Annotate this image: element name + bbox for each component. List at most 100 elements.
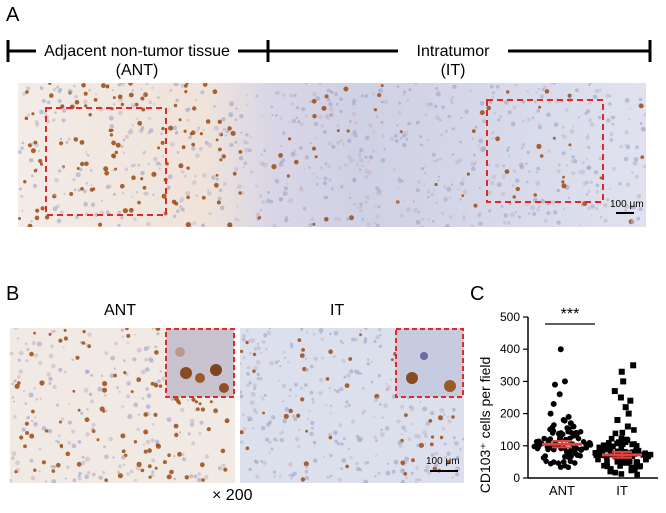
data-point: [620, 378, 627, 385]
data-point: [622, 439, 629, 446]
data-point: [629, 441, 635, 448]
panel-b-it-image: [240, 328, 464, 483]
y-tick-label: 500: [500, 310, 520, 324]
data-point: [622, 404, 629, 411]
panel-b-ant-image: [10, 328, 235, 483]
panel-letter-a: A: [6, 4, 20, 26]
data-point: [599, 444, 606, 451]
data-point: [622, 457, 629, 463]
it-header-line1: Intratumor: [416, 43, 490, 60]
data-point: [628, 464, 635, 471]
y-tick-label: 400: [500, 342, 520, 356]
data-point: [606, 440, 612, 446]
data-point: [561, 378, 568, 385]
ant-inset: [165, 328, 235, 398]
data-point: [577, 452, 583, 459]
panel-a-scale-label: 100 μm: [610, 199, 644, 210]
data-point: [542, 453, 549, 459]
data-point: [610, 443, 616, 450]
data-point: [555, 430, 562, 437]
data-point: [618, 368, 625, 375]
data-point: [625, 450, 631, 456]
data-point: [557, 464, 564, 470]
magnification-label: × 200: [212, 487, 253, 504]
data-point: [617, 394, 624, 401]
data-point: [547, 436, 554, 442]
x-tick-label: ANT: [549, 483, 575, 498]
ant-header-line2: (ANT): [115, 62, 159, 79]
panel-b-it-micrograph: 100 μm: [240, 328, 464, 483]
data-point: [626, 458, 633, 465]
data-point: [551, 422, 557, 428]
data-point: [612, 430, 619, 437]
panel-b-scale-label: 100 μm: [426, 456, 460, 467]
data-point: [570, 423, 577, 430]
panel-b-ant-label: ANT: [104, 302, 136, 319]
data-point: [592, 450, 599, 456]
data-point: [618, 435, 625, 442]
data-point: [618, 457, 625, 464]
data-point: [601, 462, 607, 469]
x-tick-label: IT: [616, 483, 628, 498]
data-point: [565, 413, 572, 420]
data-point: [565, 464, 572, 471]
data-point: [633, 443, 640, 449]
data-point: [578, 447, 584, 453]
data-point: [577, 428, 584, 435]
data-point: [608, 435, 615, 442]
data-point: [634, 471, 640, 478]
data-point: [604, 458, 610, 465]
data-point: [618, 471, 625, 477]
data-point: [549, 430, 556, 436]
data-point: [643, 456, 649, 463]
data-point: [562, 453, 568, 460]
data-point: [647, 451, 654, 458]
data-point: [624, 423, 631, 430]
data-point: [604, 463, 611, 470]
panel-a-tissue-image: [18, 83, 646, 227]
data-point: [547, 410, 554, 417]
y-tick-label: 200: [500, 407, 520, 421]
data-point: [566, 426, 572, 432]
ant-region-header: Adjacent non-tumor tissue (ANT): [36, 42, 238, 80]
it-header-line2: (IT): [440, 62, 466, 79]
data-point: [583, 444, 590, 451]
y-tick-label: 100: [500, 439, 520, 453]
data-point: [622, 460, 629, 466]
data-point: [570, 433, 576, 439]
panel-b-ant-micrograph: [10, 328, 235, 483]
data-point: [636, 463, 643, 470]
data-point: [598, 452, 605, 459]
data-point: [626, 453, 633, 460]
data-point: [607, 466, 614, 472]
data-point: [604, 446, 611, 453]
ant-zoom-box: [45, 107, 167, 216]
data-point: [547, 460, 554, 467]
panel-letter-b: B: [6, 283, 20, 305]
data-point: [550, 400, 557, 407]
data-point: [615, 456, 621, 463]
region-bracket: [6, 40, 652, 62]
data-point: [632, 466, 638, 473]
data-point: [545, 446, 551, 453]
it-zoom-box: [486, 99, 604, 203]
data-point: [632, 448, 639, 455]
y-tick-label: 0: [513, 471, 520, 485]
cd103-scatter-chart: 0 100 200 300 400 500 ANT IT CD103⁺ cells per f…: [477, 306, 658, 498]
data-point: [603, 453, 610, 460]
it-region-header: Intratumor (IT): [398, 42, 508, 80]
data-point: [640, 452, 647, 458]
data-point: [587, 442, 594, 448]
data-point: [560, 459, 567, 465]
data-point: [631, 427, 637, 433]
data-point: [556, 391, 563, 398]
data-point: [628, 467, 635, 474]
data-point: [607, 449, 614, 455]
data-point: [611, 388, 618, 395]
data-point: [627, 397, 634, 404]
data-point: [630, 362, 637, 369]
y-tick-label: 300: [500, 374, 520, 388]
data-point: [561, 417, 568, 424]
panel-a-micrograph: 100 μm: [18, 83, 646, 227]
y-axis-label: CD103⁺ cells per field: [477, 357, 493, 494]
